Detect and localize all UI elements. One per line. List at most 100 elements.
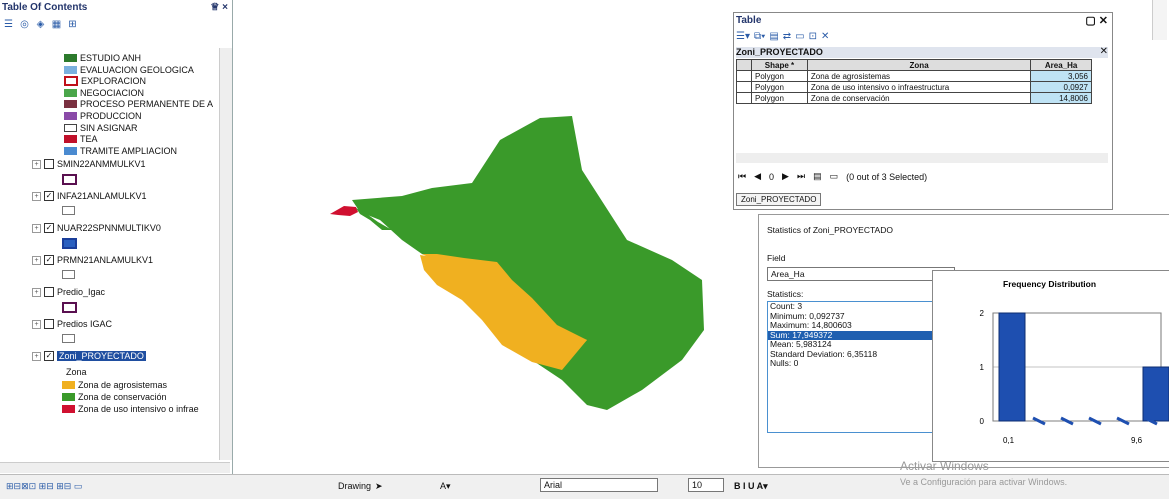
table-row[interactable]: Polygon Zona de conservación 14,8006 xyxy=(736,92,1092,104)
layer-label[interactable]: PRMN21ANLAMULKV1 xyxy=(57,255,154,266)
table-cell[interactable]: 14,8006 xyxy=(1030,92,1092,104)
table-cell[interactable]: Zona de uso intensivo o infraestructura xyxy=(806,81,1032,93)
statistics-window: Statistics of Zoni_PROYECTADO Field Area… xyxy=(758,214,1169,468)
delete-selected-icon[interactable]: ✕ xyxy=(821,31,830,42)
zona-legend-item: Zona de agrosistemas xyxy=(62,379,167,391)
row-selector[interactable] xyxy=(736,81,752,93)
expand-icon[interactable]: + xyxy=(32,191,41,201)
layer-label[interactable]: Zoni_PROYECTADO xyxy=(57,351,146,362)
field-select[interactable]: Area_Ha ⌄ xyxy=(767,267,955,281)
attribute-table: Shape * Zona Area_Ha Polygon Zona de agrosis… xyxy=(736,59,1092,104)
table-cell[interactable]: Polygon xyxy=(751,92,808,104)
table-cell[interactable]: Zona de agrosistemas xyxy=(806,70,1032,82)
format-buttons[interactable]: B I U A▾ xyxy=(734,481,768,491)
layer-visibility-checkbox[interactable] xyxy=(44,319,54,330)
table-row[interactable]: Polygon Zona de agrosistemas 3,056 xyxy=(736,70,1092,82)
layer-item[interactable]: + ✓ NUAR22SPNNMULTIKV0 xyxy=(32,222,161,234)
toc-pin-close[interactable]: ♕ × xyxy=(210,2,228,13)
layer-visibility-checkbox[interactable]: ✓ xyxy=(44,223,54,234)
layer-symbol-icon xyxy=(62,174,77,186)
drawing-menu[interactable]: Drawing xyxy=(338,481,372,491)
zona-swatch-icon xyxy=(62,405,75,414)
layer-visibility-checkbox[interactable]: ✓ xyxy=(44,191,54,202)
column-header[interactable]: Area_Ha xyxy=(1030,59,1092,71)
font-size-select[interactable]: 10 xyxy=(688,478,724,492)
record-number[interactable]: 0 xyxy=(769,171,775,182)
row-selector[interactable] xyxy=(736,92,752,104)
legend-label: TEA xyxy=(80,134,98,145)
list-by-source-icon[interactable]: ◎ xyxy=(20,19,29,30)
zona-header: Zona xyxy=(66,367,87,378)
layer-visibility-checkbox[interactable] xyxy=(44,287,54,298)
list-by-visibility-icon[interactable]: ◈ xyxy=(36,19,45,30)
map-zona-conservacion xyxy=(352,116,704,410)
switch-selection-icon[interactable]: ⇄ xyxy=(782,31,792,42)
expand-icon[interactable]: + xyxy=(32,255,41,265)
legend-label: EVALUACION GEOLOGICA xyxy=(80,64,194,75)
list-by-drawing-order-icon[interactable]: ☰ xyxy=(4,19,13,30)
related-tables-icon[interactable]: ⧉▾ xyxy=(753,31,766,42)
next-record-icon[interactable]: ▶ xyxy=(782,171,789,181)
expand-icon[interactable]: + xyxy=(32,319,41,329)
zona-label: Zona de uso intensivo o infrae xyxy=(78,404,199,415)
layer-label[interactable]: Predio_Igac xyxy=(57,287,106,298)
row-selector[interactable] xyxy=(736,70,752,82)
layer-item[interactable]: + Predio_Igac xyxy=(32,286,105,298)
column-header[interactable]: Zona xyxy=(806,59,1032,71)
layer-label[interactable]: Predios IGAC xyxy=(57,319,113,330)
layout-tools-icon[interactable]: ⊞⊟⊠⊡ ⊞⊟ ⊞⊟ ▭ xyxy=(6,481,83,491)
table-row[interactable]: Polygon Zona de uso intensivo o infraestr… xyxy=(736,81,1092,93)
table-cell[interactable]: 3,056 xyxy=(1030,70,1092,82)
show-all-records-icon[interactable]: ▤ xyxy=(813,171,822,181)
toc-horizontal-scrollbar[interactable] xyxy=(0,462,230,473)
table-layer-title: Zoni_PROYECTADO xyxy=(736,47,1108,58)
column-header[interactable]: Shape * xyxy=(751,59,808,71)
table-of-contents-panel: Table Of Contents ♕ × ☰ ◎ ◈ ▦ ⊞ ESTUDIO … xyxy=(0,0,233,474)
table-horizontal-scrollbar[interactable] xyxy=(736,153,1108,163)
layer-label[interactable]: INFA21ANLAMULKV1 xyxy=(57,191,147,202)
first-record-icon[interactable]: ⏮ xyxy=(738,171,747,181)
layer-visibility-checkbox[interactable]: ✓ xyxy=(44,255,54,266)
table-cell[interactable]: Polygon xyxy=(751,81,808,93)
table-tab[interactable]: Zoni_PROYECTADO xyxy=(736,193,822,206)
layer-item[interactable]: + Predios IGAC xyxy=(32,318,112,330)
map-view[interactable] xyxy=(232,0,732,474)
layer-visibility-checkbox[interactable]: ✓ xyxy=(44,351,54,362)
x-tick-label: 9,6 xyxy=(1131,436,1143,445)
expand-icon[interactable]: + xyxy=(32,351,41,361)
expand-icon[interactable]: + xyxy=(32,223,41,233)
toc-vertical-scrollbar[interactable] xyxy=(219,48,232,460)
catalog-side-tab[interactable] xyxy=(1152,0,1167,40)
expand-icon[interactable]: + xyxy=(32,159,41,169)
text-tool-icon[interactable]: A▾ xyxy=(440,481,451,491)
y-tick-label: 2 xyxy=(980,309,985,318)
table-cell[interactable]: Polygon xyxy=(751,70,808,82)
layer-item[interactable]: + ✓ PRMN21ANLAMULKV1 xyxy=(32,254,153,266)
table-cell[interactable]: Zona de conservación xyxy=(806,92,1032,104)
frequency-chart: Frequency Distribution 0 1 2 0,1 9,6 xyxy=(932,270,1169,462)
legend-label: ESTUDIO ANH xyxy=(80,53,142,63)
select-elements-icon[interactable]: ➤ xyxy=(375,481,383,491)
select-by-attributes-icon[interactable]: ▤ xyxy=(769,31,779,42)
zoom-to-selected-icon[interactable]: ⊡ xyxy=(808,31,818,42)
table-options-icon[interactable]: ☰▾ xyxy=(736,31,750,42)
font-select[interactable]: Arial xyxy=(540,478,658,492)
layer-label[interactable]: SMIN22ANMMULKV1 xyxy=(57,159,146,170)
layer-visibility-checkbox[interactable] xyxy=(44,159,54,170)
legend-swatch-icon xyxy=(64,76,78,87)
layer-label[interactable]: NUAR22SPNNMULTIKV0 xyxy=(57,223,161,234)
layer-item[interactable]: + ✓ Zoni_PROYECTADO xyxy=(32,350,146,362)
table-window-close-icon[interactable]: ▢ ✕ xyxy=(1085,15,1108,27)
table-cell[interactable]: 0,0927 xyxy=(1030,81,1092,93)
options-icon[interactable]: ⊞ xyxy=(68,19,77,30)
expand-icon[interactable]: + xyxy=(32,287,41,297)
table-layer-close-icon[interactable]: ✕ xyxy=(1099,46,1108,57)
clear-selection-icon[interactable]: ▭ xyxy=(795,31,805,42)
prev-record-icon[interactable]: ◀ xyxy=(754,171,762,181)
layer-item[interactable]: + ✓ INFA21ANLAMULKV1 xyxy=(32,190,147,202)
layer-item[interactable]: + SMIN22ANMMULKV1 xyxy=(32,158,146,170)
last-record-icon[interactable]: ⏭ xyxy=(796,171,806,181)
list-by-selection-icon[interactable]: ▦ xyxy=(51,19,62,30)
statistics-label: Statistics: xyxy=(767,289,804,299)
show-selected-records-icon[interactable]: ▭ xyxy=(829,171,839,181)
